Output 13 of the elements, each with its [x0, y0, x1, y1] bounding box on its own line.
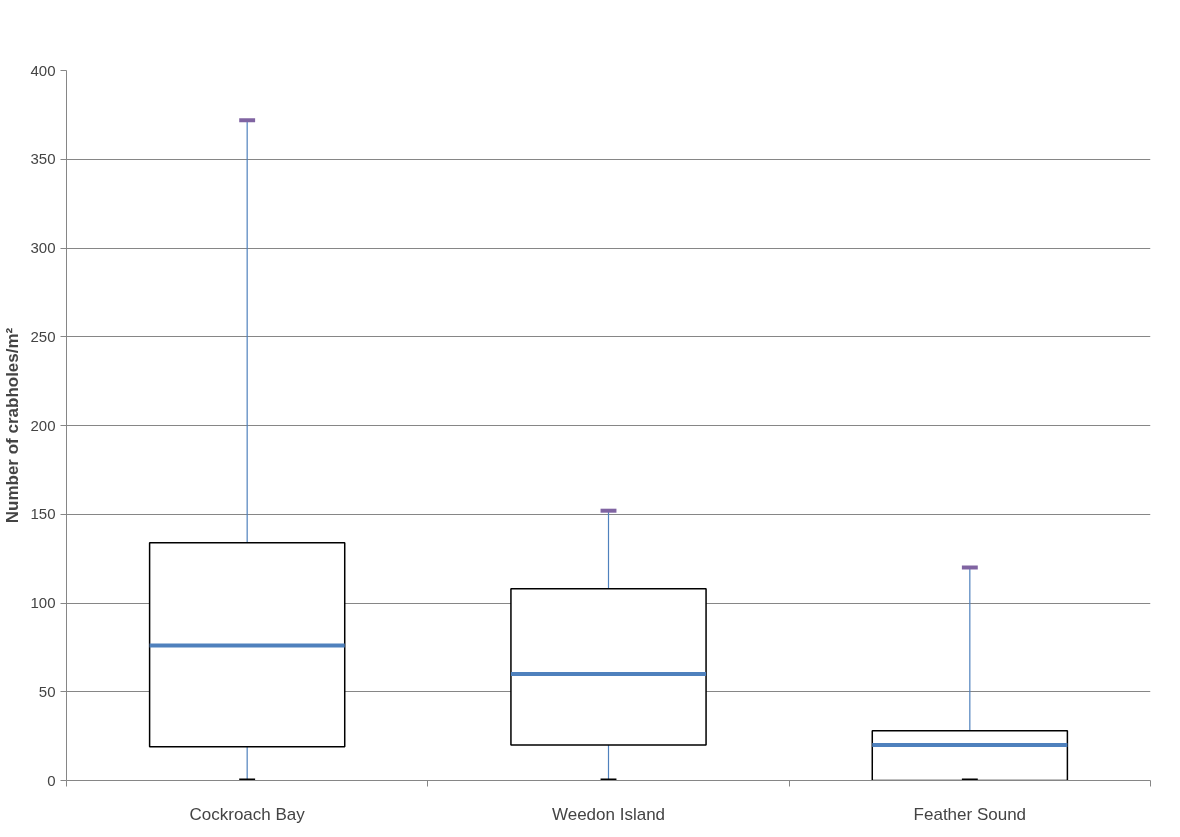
y-tick-label: 350: [30, 150, 56, 168]
y-tick-label: 400: [30, 61, 56, 79]
y-tick-label: 300: [30, 239, 56, 256]
y-axis-title: Number of crabholes/m²: [3, 327, 23, 524]
y-tick-label: 250: [30, 327, 56, 345]
y-tick-label: 50: [38, 682, 56, 700]
y-tick-label: 200: [30, 416, 56, 434]
y-tick-label: 0: [47, 771, 56, 789]
x-tick-label: Cockroach Bay: [189, 804, 306, 824]
y-tick-label: 150: [30, 505, 56, 523]
x-tick-label: Feather Sound: [913, 804, 1027, 824]
x-tick-label: Weedon Island: [551, 804, 666, 824]
y-tick-label: 100: [30, 594, 56, 611]
